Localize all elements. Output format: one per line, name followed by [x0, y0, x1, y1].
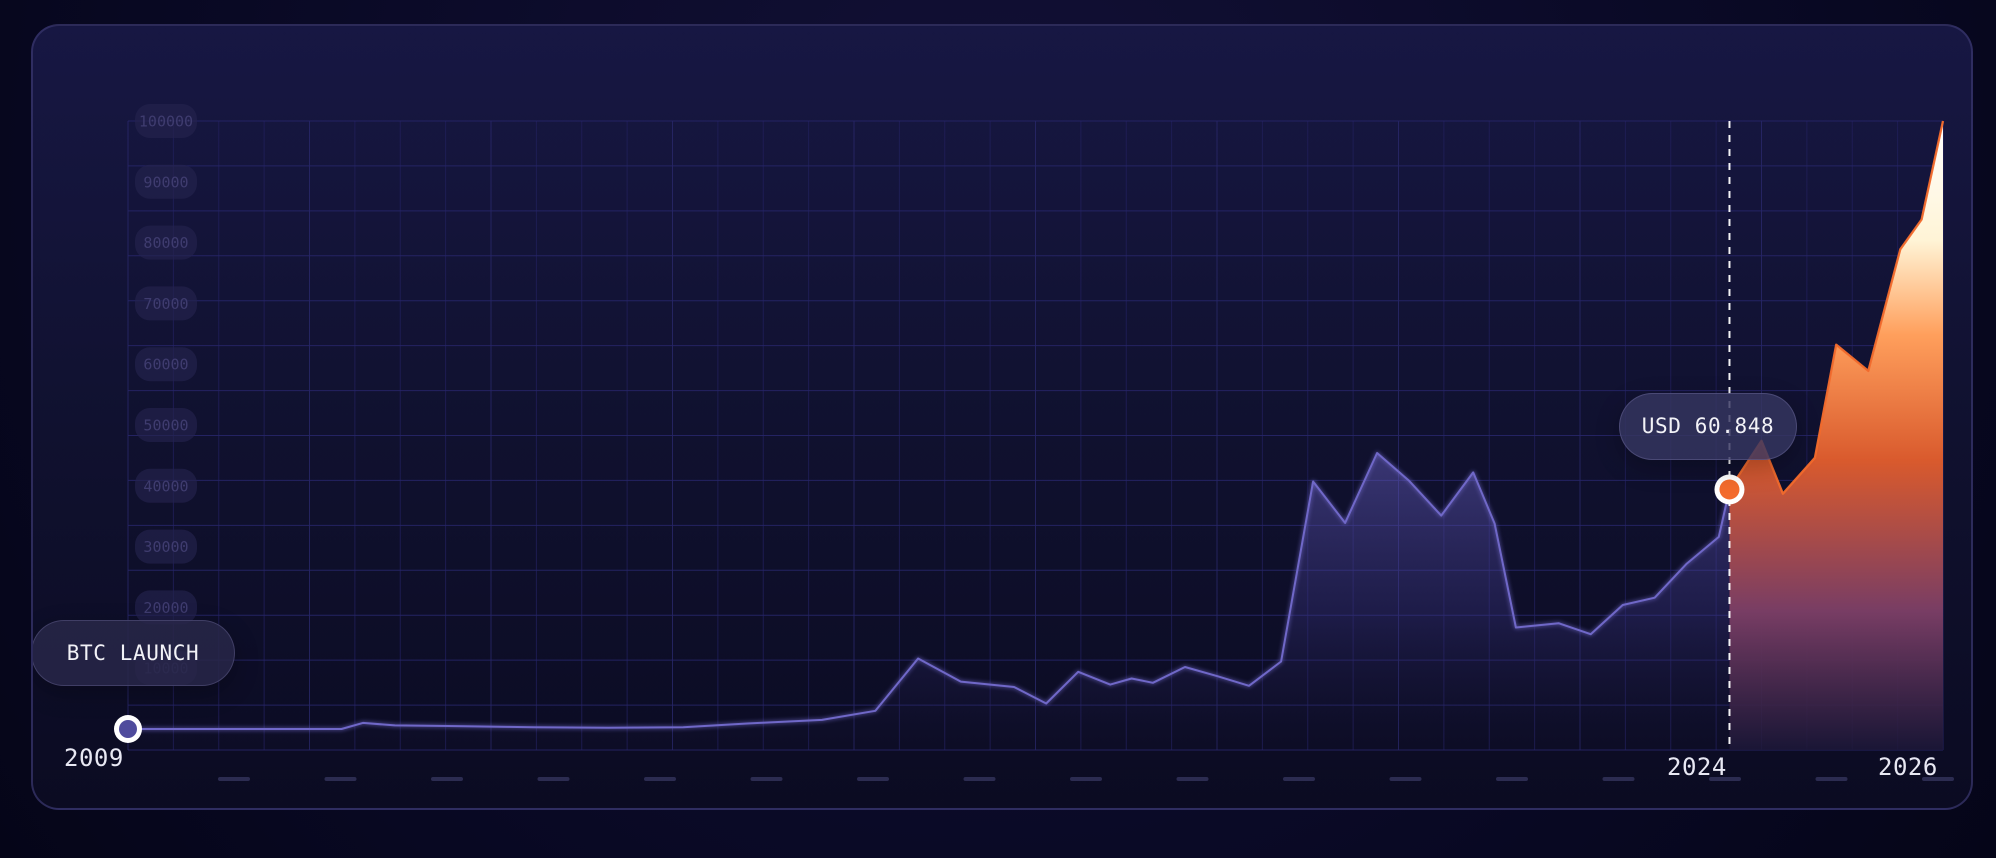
x-axis-start-label: 2009 [64, 744, 124, 772]
timeline-dash [1602, 777, 1635, 781]
y-tick-label: 90000 [143, 173, 188, 191]
btc-launch-badge: BTC LAUNCH [33, 620, 235, 686]
historic-area [128, 453, 1730, 750]
timeline-dash [1922, 777, 1954, 781]
timeline-dash [1815, 777, 1848, 781]
timeline-dash [857, 777, 889, 781]
timeline-dash [1176, 777, 1209, 781]
y-tick-label: 80000 [143, 234, 188, 252]
x-axis-end-label: 2026 [1878, 753, 1938, 781]
timeline-dash [1709, 777, 1741, 781]
x-axis-2024-label: 2024 [1667, 753, 1727, 781]
y-tick-pill [135, 529, 197, 564]
y-tick-pill [135, 164, 197, 199]
launch-point-inner [119, 720, 137, 738]
timeline-dash [537, 777, 570, 781]
y-tick-pill [135, 225, 197, 260]
y-tick-pill [135, 104, 197, 138]
y-tick-label: 70000 [143, 295, 188, 313]
timeline-dash [324, 777, 357, 781]
timeline-dash [750, 777, 783, 781]
timeline-dash [1389, 777, 1422, 781]
y-tick-label: 100000 [139, 113, 193, 131]
price-tooltip: USD 60.848 [1619, 393, 1797, 460]
y-tick-label: 20000 [143, 599, 188, 617]
timeline-dash [1070, 777, 1102, 781]
current-price-point-inner [1719, 479, 1740, 500]
y-tick-label: 60000 [143, 356, 188, 374]
price-tooltip-label: USD 60.848 [1641, 414, 1775, 438]
timeline-dash [1496, 777, 1528, 781]
forecast-area [1729, 121, 1943, 750]
btc-launch-label: BTC LAUNCH [66, 640, 200, 665]
timeline-dash [218, 777, 250, 781]
timeline-dash [963, 777, 996, 781]
y-tick-label: 50000 [143, 417, 188, 435]
historic-line [128, 452, 1731, 730]
y-tick-label: 30000 [143, 538, 188, 556]
price-chart: 100000 90000 80000 70000 60000 50000 40000 3000… [114, 104, 1954, 781]
y-tick-label: 40000 [143, 477, 188, 495]
timeline-dash [1283, 777, 1315, 781]
y-tick-pill [135, 590, 197, 625]
chart-series [128, 120, 1945, 750]
chart-panel: 100000 90000 80000 70000 60000 50000 40000 3000… [31, 24, 1973, 810]
timeline-dash [644, 777, 676, 781]
y-tick-pill [135, 408, 197, 442]
y-tick-pill [135, 286, 197, 321]
y-tick-pill [135, 347, 197, 382]
y-tick-pill [135, 468, 197, 503]
timeline-dash [431, 777, 463, 781]
